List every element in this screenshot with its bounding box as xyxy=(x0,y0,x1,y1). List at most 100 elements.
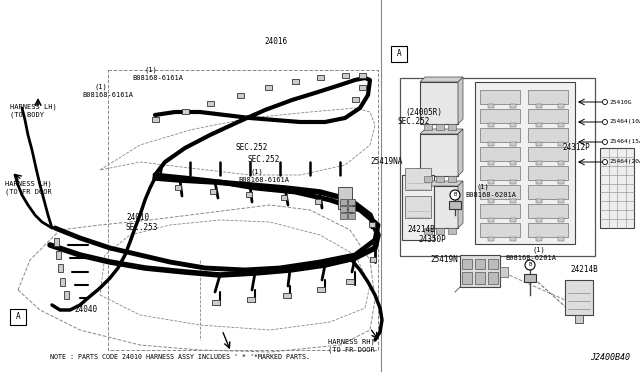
Bar xyxy=(480,90,520,104)
Bar xyxy=(448,124,456,130)
Bar xyxy=(510,218,516,222)
Bar xyxy=(558,123,564,127)
Bar xyxy=(528,185,568,199)
Bar xyxy=(510,180,516,184)
Bar xyxy=(565,280,593,315)
Bar xyxy=(348,199,355,205)
Bar xyxy=(283,293,291,298)
Text: (24005R): (24005R) xyxy=(405,108,442,116)
Bar xyxy=(212,300,220,305)
Bar xyxy=(480,185,520,199)
Bar xyxy=(510,237,516,241)
Bar xyxy=(536,123,542,127)
Bar xyxy=(480,128,520,142)
Bar xyxy=(462,272,472,284)
Text: 25464(15A): 25464(15A) xyxy=(609,140,640,144)
Bar xyxy=(600,148,634,228)
Bar xyxy=(510,104,516,108)
Polygon shape xyxy=(420,181,463,186)
Text: 25464(20A): 25464(20A) xyxy=(609,160,640,164)
Text: HARNESS RH): HARNESS RH) xyxy=(328,339,375,345)
Bar xyxy=(449,201,461,209)
Bar xyxy=(247,297,255,302)
Bar xyxy=(480,147,520,161)
Text: B08168-6201A: B08168-6201A xyxy=(505,255,556,261)
Text: 24214B: 24214B xyxy=(570,266,598,275)
Bar xyxy=(400,78,595,256)
Bar xyxy=(152,117,159,122)
Bar xyxy=(348,206,355,212)
Text: HARNESS LH): HARNESS LH) xyxy=(10,104,57,110)
Circle shape xyxy=(602,140,607,144)
Bar xyxy=(488,218,494,222)
Text: 24016: 24016 xyxy=(264,38,287,46)
Text: (TO FR DOOR: (TO FR DOOR xyxy=(5,189,52,195)
Bar xyxy=(510,123,516,127)
Text: (TO FR DOOR: (TO FR DOOR xyxy=(328,347,375,353)
Bar xyxy=(462,259,472,269)
Bar xyxy=(488,104,494,108)
Bar xyxy=(348,213,355,219)
Bar xyxy=(246,192,252,197)
Bar xyxy=(528,166,568,180)
Bar xyxy=(510,142,516,146)
Bar xyxy=(528,90,568,104)
Bar xyxy=(56,251,61,259)
Bar xyxy=(528,147,568,161)
Bar xyxy=(500,267,508,277)
Text: 24040: 24040 xyxy=(74,305,97,314)
Text: (1): (1) xyxy=(94,84,107,90)
Bar xyxy=(480,166,520,180)
Bar xyxy=(558,180,564,184)
Bar xyxy=(488,259,498,269)
Bar xyxy=(237,93,244,98)
Text: 24214B: 24214B xyxy=(407,225,435,234)
Bar xyxy=(340,213,347,219)
Text: SEC.252: SEC.252 xyxy=(397,118,429,126)
Bar xyxy=(369,222,375,227)
Bar xyxy=(536,218,542,222)
Text: 25464(10A): 25464(10A) xyxy=(609,119,640,125)
Text: 25419N: 25419N xyxy=(430,254,458,263)
Polygon shape xyxy=(420,77,463,82)
Circle shape xyxy=(602,119,607,125)
Bar xyxy=(488,123,494,127)
Bar xyxy=(480,109,520,123)
Bar xyxy=(10,309,26,325)
Bar xyxy=(340,199,347,205)
Text: 24350P: 24350P xyxy=(418,235,445,244)
Text: (TO BODY: (TO BODY xyxy=(10,112,44,118)
Bar xyxy=(488,180,494,184)
Bar xyxy=(475,272,485,284)
Bar xyxy=(207,101,214,106)
Bar xyxy=(528,109,568,123)
Bar xyxy=(510,199,516,203)
Polygon shape xyxy=(420,129,463,134)
Bar xyxy=(420,82,458,124)
Bar xyxy=(536,161,542,165)
Bar xyxy=(390,46,407,62)
Circle shape xyxy=(525,260,535,270)
Bar xyxy=(448,176,456,182)
Text: B08168-6161A: B08168-6161A xyxy=(238,177,289,183)
Text: A: A xyxy=(396,49,401,58)
Bar xyxy=(436,228,444,234)
Bar xyxy=(317,287,325,292)
Text: SEC.252: SEC.252 xyxy=(235,144,268,153)
Bar xyxy=(558,199,564,203)
Bar xyxy=(558,161,564,165)
Text: (1): (1) xyxy=(250,169,263,175)
Bar xyxy=(524,274,536,282)
Bar xyxy=(352,97,359,102)
Bar xyxy=(345,207,351,212)
Bar xyxy=(536,142,542,146)
Circle shape xyxy=(602,160,607,164)
Text: B08168-6161A: B08168-6161A xyxy=(82,92,133,98)
Bar xyxy=(436,124,444,130)
Circle shape xyxy=(450,190,460,200)
Text: J2400B40: J2400B40 xyxy=(590,353,630,362)
Bar xyxy=(420,186,458,228)
Bar xyxy=(359,85,366,90)
Polygon shape xyxy=(458,129,463,176)
Bar xyxy=(346,279,354,284)
